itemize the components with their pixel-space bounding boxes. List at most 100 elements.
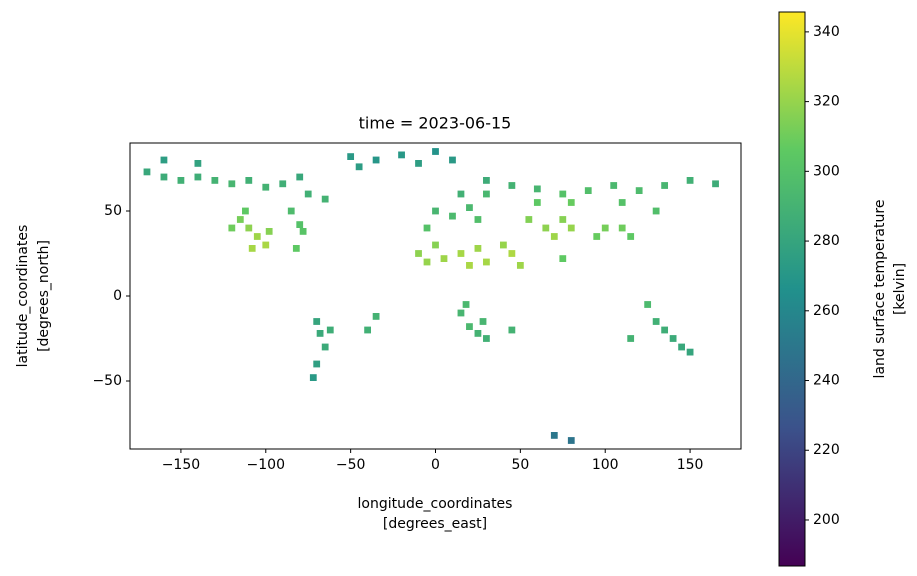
y-tick-label: 0 xyxy=(113,288,122,304)
x-tick-label: 50 xyxy=(511,457,529,473)
raster-cell xyxy=(533,185,541,193)
raster-cell xyxy=(432,148,439,155)
raster-cell xyxy=(584,187,592,194)
raster-cell xyxy=(483,258,490,266)
raster-cell xyxy=(321,195,329,203)
y-axis-label: latitude_coordinates xyxy=(15,225,31,368)
raster-cell xyxy=(678,343,685,351)
raster-cell xyxy=(669,335,677,342)
raster-cell xyxy=(326,326,334,334)
raster-cell xyxy=(567,437,575,444)
raster-cell xyxy=(652,318,660,325)
raster-cell xyxy=(296,173,304,181)
colorbar xyxy=(778,11,806,567)
raster-cell xyxy=(160,156,168,164)
raster-cell xyxy=(415,250,422,257)
raster-cell xyxy=(177,177,185,184)
raster-cell xyxy=(550,432,558,439)
raster-cell xyxy=(304,190,312,198)
raster-cell xyxy=(550,233,558,240)
raster-cell xyxy=(474,330,482,337)
raster-cell xyxy=(364,326,372,334)
raster-cell xyxy=(228,180,236,188)
raster-cell xyxy=(287,207,295,215)
colorbar-tick-label: 280 xyxy=(813,233,840,249)
raster-cell xyxy=(661,326,669,334)
y-tick-label: 50 xyxy=(104,203,122,219)
raster-cell xyxy=(627,233,635,240)
x-tick-label: 0 xyxy=(431,457,440,473)
raster-cell xyxy=(236,216,244,223)
raster-cell xyxy=(618,199,626,206)
x-tick-label: 150 xyxy=(677,457,704,473)
raster-cell xyxy=(262,241,270,249)
colorbar-label: land surface temperature xyxy=(872,200,888,379)
x-axis-label: longitude_coordinates xyxy=(358,496,513,512)
y-axis-label: [degrees_north] xyxy=(36,240,52,352)
raster-cell xyxy=(423,258,431,266)
raster-cell xyxy=(635,187,643,194)
raster-cell xyxy=(618,224,626,232)
raster-cell xyxy=(516,262,524,269)
raster-cell xyxy=(601,224,609,232)
raster-cell xyxy=(194,173,202,181)
raster-cell xyxy=(483,177,490,184)
raster-cell xyxy=(508,182,516,189)
raster-cell xyxy=(457,250,465,257)
raster-cell xyxy=(292,245,300,252)
x-tick-label: −150 xyxy=(162,457,200,473)
colorbar-tick-label: 240 xyxy=(813,373,840,389)
raster-cell xyxy=(432,207,439,215)
raster-cell xyxy=(211,177,219,184)
raster-cell xyxy=(466,323,473,330)
raster-cell xyxy=(372,156,380,164)
raster-cell xyxy=(610,182,618,189)
raster-cell xyxy=(466,204,473,211)
raster-cell xyxy=(242,207,249,215)
raster-cell xyxy=(372,313,380,320)
raster-cell xyxy=(398,151,405,159)
raster-cell xyxy=(245,224,253,232)
raster-cell xyxy=(316,330,324,337)
x-tick-label: 100 xyxy=(592,457,619,473)
raster-cell xyxy=(499,241,507,249)
colorbar-tick-label: 340 xyxy=(813,24,840,40)
raster-cell xyxy=(279,180,287,188)
raster-cell xyxy=(686,348,694,356)
raster-cell xyxy=(652,207,660,215)
raster-cell xyxy=(449,212,456,220)
raster-cell xyxy=(593,233,601,240)
raster-cell xyxy=(567,224,575,232)
raster-cell xyxy=(313,360,321,368)
raster-cell xyxy=(245,177,253,184)
raster-cell xyxy=(479,318,487,325)
raster-cell xyxy=(262,183,270,191)
raster-cell xyxy=(474,245,482,252)
x-tick-label: −50 xyxy=(336,457,366,473)
raster-cell xyxy=(160,173,168,181)
raster-cell xyxy=(194,160,202,167)
colorbar-label: [kelvin] xyxy=(892,263,908,315)
raster-cell xyxy=(508,326,516,334)
raster-cell xyxy=(248,245,256,252)
raster-cell xyxy=(559,255,567,262)
y-tick-label: −50 xyxy=(92,373,122,389)
raster-cell xyxy=(415,160,422,167)
colorbar-tick-label: 300 xyxy=(813,163,840,179)
raster-cell xyxy=(143,168,151,176)
raster-cell xyxy=(466,262,473,269)
raster-cell xyxy=(423,224,431,232)
raster-cell xyxy=(265,228,273,235)
colorbar-tick-label: 200 xyxy=(813,512,840,528)
raster-cell xyxy=(253,233,261,240)
colorbar-tick-label: 220 xyxy=(813,442,840,458)
raster-cell xyxy=(525,216,533,223)
raster-cell xyxy=(299,228,307,235)
colorbar-tick-label: 320 xyxy=(813,94,840,110)
plot-frame xyxy=(129,142,742,450)
raster-cell xyxy=(644,301,652,308)
raster-cell xyxy=(296,221,304,228)
raster-cell xyxy=(661,182,669,189)
colorbar-tick-label: 260 xyxy=(813,303,840,319)
